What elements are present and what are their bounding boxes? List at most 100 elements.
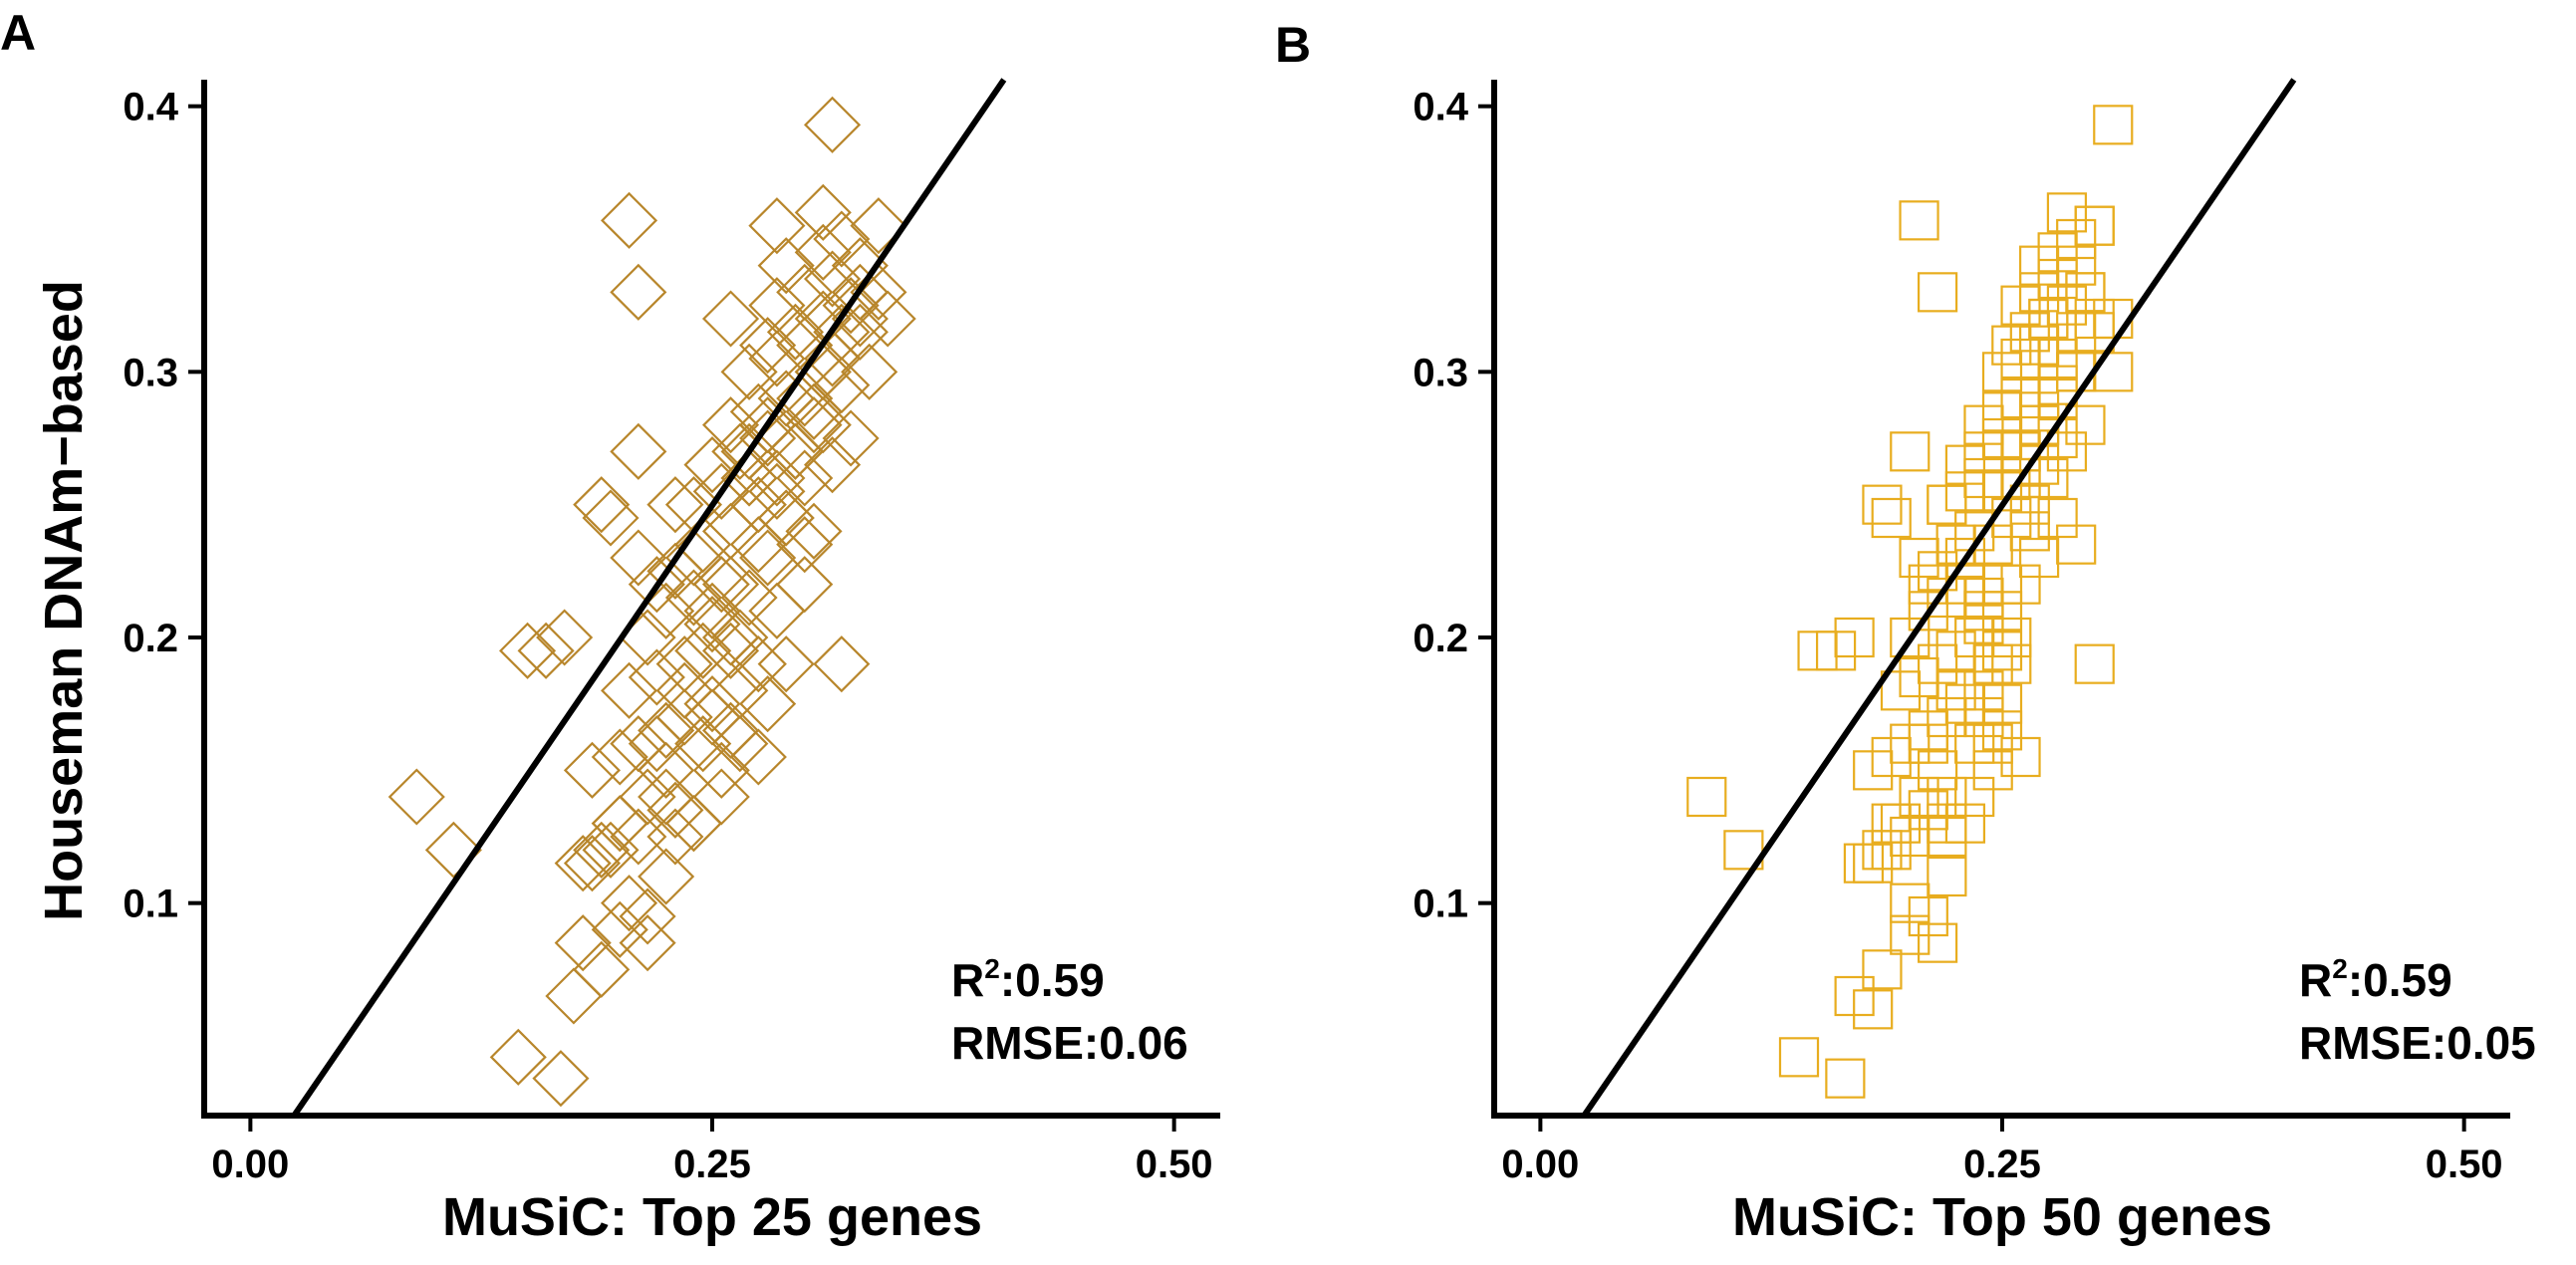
data-point <box>600 661 658 719</box>
data-point <box>701 701 760 759</box>
data-point <box>573 940 631 998</box>
data-point <box>813 303 871 361</box>
data-point <box>813 210 871 268</box>
rmse-annotation: RMSE:0.06 <box>951 1017 1188 1069</box>
data-point <box>1927 856 1967 897</box>
data-point <box>2009 484 2050 525</box>
panel-label: A <box>0 5 36 61</box>
x-tick-label: 0.50 <box>1136 1142 1213 1186</box>
data-point <box>683 675 741 733</box>
data-point <box>1972 750 2013 791</box>
data-point <box>1908 723 1948 764</box>
y-tick-label: 0.1 <box>1413 883 1468 926</box>
data-point <box>757 635 815 693</box>
data-point <box>610 263 667 321</box>
data-point <box>850 263 907 321</box>
data-point <box>850 197 907 255</box>
data-point <box>489 1028 547 1086</box>
data-point <box>646 476 704 534</box>
data-point <box>2074 205 2115 246</box>
data-point <box>1871 497 1912 539</box>
data-point <box>600 191 658 249</box>
y-axis-title: Houseman DNAm−based <box>34 280 94 921</box>
data-point <box>1853 989 1894 1030</box>
data-point <box>729 476 787 534</box>
data-point <box>664 795 723 853</box>
data-point <box>701 290 760 348</box>
data-points <box>1686 105 2134 1099</box>
data-point <box>2093 105 2134 145</box>
data-point <box>831 290 889 348</box>
data-point <box>2065 404 2106 445</box>
panel-a: A 0.1 0.2 0.3 0.4 0.00 0.25 0.50 MuSiC: Top 25 g… <box>0 5 1220 1247</box>
data-point <box>720 449 778 507</box>
data-point <box>822 277 880 335</box>
data-point <box>638 848 695 905</box>
data-point <box>822 409 880 467</box>
data-point <box>591 728 648 786</box>
y-tick-label: 0.2 <box>1413 617 1468 660</box>
data-point <box>1880 803 1922 844</box>
x-tick-label: 0.50 <box>2426 1142 2503 1186</box>
data-point <box>766 303 825 361</box>
data-point <box>628 715 685 773</box>
data-point <box>841 343 899 400</box>
data-point <box>1686 776 1727 818</box>
data-point <box>646 808 704 866</box>
x-tick-label: 0.00 <box>1501 1142 1579 1186</box>
data-point <box>748 277 806 335</box>
data-point <box>748 330 806 387</box>
data-point <box>1927 484 1967 525</box>
data-point <box>554 835 612 892</box>
data-point <box>573 821 631 879</box>
data-point <box>1935 670 1976 711</box>
data-point <box>554 914 612 972</box>
panel-b: B 0.1 0.2 0.3 0.4 0.00 0.25 0.50 MuSiC: Top 50 g… <box>1275 17 2536 1247</box>
data-point <box>1991 617 2032 658</box>
data-point <box>1862 949 1903 990</box>
data-point <box>2046 192 2088 233</box>
data-point <box>545 967 603 1025</box>
data-point <box>536 609 594 666</box>
y-tick-label: 0.4 <box>1413 86 1468 129</box>
data-point <box>683 436 741 494</box>
data-point <box>1917 922 1958 963</box>
data-points <box>387 96 916 1108</box>
y-tick-label: 0.3 <box>123 351 178 394</box>
data-point <box>776 516 834 574</box>
data-point <box>785 396 843 454</box>
data-point <box>387 768 445 826</box>
data-point <box>1908 895 1948 937</box>
r-squared-annotation: R2:0.59 <box>951 953 1105 1006</box>
data-point <box>2056 524 2097 565</box>
data-point <box>729 635 787 693</box>
data-point <box>646 781 704 839</box>
data-point <box>739 529 797 587</box>
rmse-annotation: RMSE:0.05 <box>2299 1017 2536 1069</box>
data-point <box>683 596 741 653</box>
data-point <box>739 675 797 733</box>
data-point <box>748 449 806 507</box>
fit-line <box>291 78 1007 1118</box>
data-point <box>1778 1037 1820 1078</box>
data-point <box>573 476 631 534</box>
data-point <box>1862 484 1903 525</box>
data-point <box>757 237 815 295</box>
data-point <box>2009 511 2050 552</box>
data-point <box>785 502 843 560</box>
data-point <box>2074 643 2115 684</box>
data-point <box>1981 631 2023 671</box>
data-point <box>628 648 685 706</box>
x-axis-title: MuSiC: Top 50 genes <box>1732 1187 2272 1247</box>
data-point <box>424 821 482 879</box>
data-point <box>582 489 640 547</box>
data-point <box>729 728 787 786</box>
data-point <box>563 741 622 799</box>
data-point <box>582 821 640 879</box>
data-point <box>517 622 575 679</box>
data-point <box>655 635 713 693</box>
data-point <box>776 263 834 321</box>
data-point <box>610 715 667 773</box>
